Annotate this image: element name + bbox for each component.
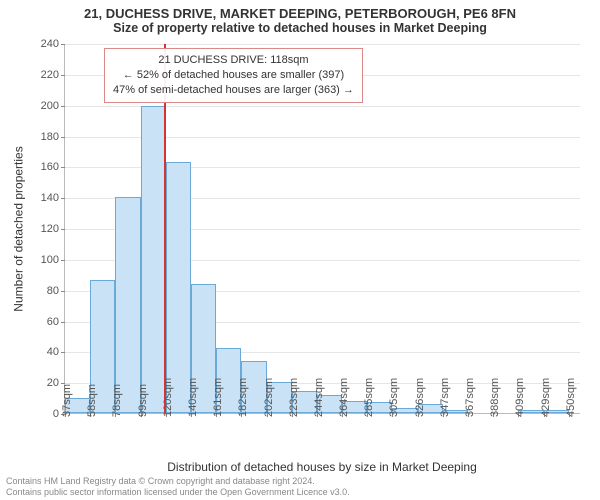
x-tick-label: 367sqm bbox=[464, 378, 476, 417]
x-tick-label: 264sqm bbox=[338, 378, 350, 417]
x-tick-label: 450sqm bbox=[565, 378, 577, 417]
x-tick-label: 388sqm bbox=[489, 378, 501, 417]
y-tick-label: 160 bbox=[41, 161, 65, 173]
footer-attribution: Contains HM Land Registry data © Crown c… bbox=[6, 476, 350, 498]
x-axis-title: Distribution of detached houses by size … bbox=[64, 460, 580, 474]
annotation-line-1: 21 DUCHESS DRIVE: 118sqm bbox=[113, 53, 354, 68]
footer-line-1: Contains HM Land Registry data © Crown c… bbox=[6, 476, 350, 487]
x-tick-label: 58sqm bbox=[86, 384, 98, 417]
y-tick-label: 80 bbox=[47, 285, 65, 297]
y-tick-label: 180 bbox=[41, 131, 65, 143]
y-axis-title: Number of detached properties bbox=[12, 44, 26, 414]
y-tick-label: 140 bbox=[41, 192, 65, 204]
x-tick-label: 244sqm bbox=[313, 378, 325, 417]
page-title: 21, DUCHESS DRIVE, MARKET DEEPING, PETER… bbox=[0, 0, 600, 21]
x-tick-label: 285sqm bbox=[363, 378, 375, 417]
x-tick-label: 140sqm bbox=[187, 378, 199, 417]
x-tick-label: 202sqm bbox=[263, 378, 275, 417]
y-tick-label: 240 bbox=[41, 38, 65, 50]
x-tick-label: 409sqm bbox=[514, 378, 526, 417]
x-tick-label: 347sqm bbox=[439, 378, 451, 417]
y-tick-label: 220 bbox=[41, 69, 65, 81]
x-tick-label: 182sqm bbox=[237, 378, 249, 417]
gridline bbox=[65, 44, 580, 45]
histogram-bar bbox=[141, 106, 166, 413]
y-tick-label: 100 bbox=[41, 254, 65, 266]
x-tick-label: 326sqm bbox=[414, 378, 426, 417]
histogram-bar bbox=[115, 197, 140, 413]
x-tick-label: 78sqm bbox=[111, 384, 123, 417]
annotation-box: 21 DUCHESS DRIVE: 118sqm ← 52% of detach… bbox=[104, 48, 363, 103]
y-tick-label: 60 bbox=[47, 316, 65, 328]
x-tick-label: 99sqm bbox=[137, 384, 149, 417]
plot-wrap: 02040608010012014016018020022024037sqm58… bbox=[64, 44, 580, 414]
x-tick-label: 305sqm bbox=[388, 378, 400, 417]
x-tick-label: 223sqm bbox=[288, 378, 300, 417]
y-tick-label: 200 bbox=[41, 100, 65, 112]
annotation-line-3: 47% of semi-detached houses are larger (… bbox=[113, 83, 354, 98]
annotation-line-2: ← 52% of detached houses are smaller (39… bbox=[113, 68, 354, 83]
y-tick-label: 120 bbox=[41, 223, 65, 235]
footer-line-2: Contains public sector information licen… bbox=[6, 487, 350, 498]
x-tick-label: 161sqm bbox=[212, 378, 224, 417]
page-subtitle: Size of property relative to detached ho… bbox=[0, 21, 600, 37]
chart-container: 21, DUCHESS DRIVE, MARKET DEEPING, PETER… bbox=[0, 0, 600, 500]
x-tick-label: 37sqm bbox=[61, 384, 73, 417]
y-tick-label: 40 bbox=[47, 346, 65, 358]
histogram-bar bbox=[166, 162, 191, 413]
x-tick-label: 429sqm bbox=[540, 378, 552, 417]
